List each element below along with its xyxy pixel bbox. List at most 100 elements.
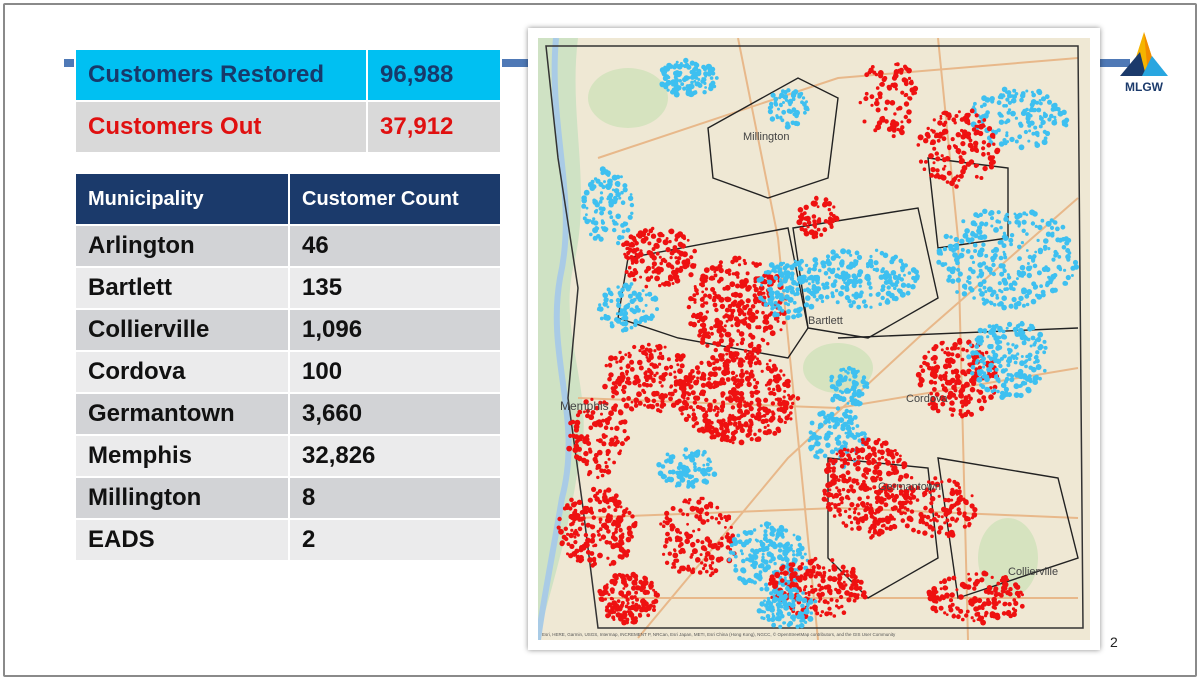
outage-dot-out: [810, 200, 817, 207]
outage-dot-out: [603, 586, 607, 590]
outage-dot-out: [685, 566, 692, 572]
outage-dot-restored: [764, 586, 770, 592]
outage-dot-out: [939, 114, 943, 118]
outage-dot-out: [713, 542, 718, 548]
outage-dot-out: [762, 413, 767, 418]
outage-dot-restored: [678, 79, 682, 83]
outage-dot-out: [928, 153, 934, 159]
outage-dot-out: [730, 324, 734, 328]
outage-dot-out: [712, 385, 716, 389]
outage-dot-out: [709, 405, 713, 409]
outage-dot-out: [635, 253, 641, 259]
outage-dot-out: [618, 527, 623, 532]
outage-dot-restored: [781, 89, 785, 94]
outage-dot-restored: [773, 100, 778, 105]
outage-dot-out: [718, 260, 723, 265]
map-label-bartlett: Bartlett: [808, 315, 843, 327]
outage-dot-restored: [1014, 92, 1019, 96]
customer-count: 32,826: [288, 434, 502, 478]
outage-dot-out: [973, 598, 979, 604]
outage-dot-out: [678, 531, 682, 535]
outage-dot-out: [772, 391, 777, 397]
outage-dot-out: [607, 602, 613, 608]
outage-dot-restored: [1002, 334, 1008, 340]
outage-dot-restored: [995, 219, 1000, 224]
outage-dot-out: [893, 449, 897, 452]
outage-dot-out: [568, 420, 573, 426]
outage-dot-out: [737, 292, 743, 299]
outage-dot-restored: [1065, 274, 1071, 281]
outage-map[interactable]: Millington Memphis Bartlett Cordova Germ…: [528, 28, 1100, 650]
outage-dot-restored: [1002, 280, 1009, 286]
outage-dot-out: [927, 402, 931, 406]
outage-dot-out: [872, 485, 877, 490]
outage-dot-out: [714, 517, 719, 521]
outage-dot-out: [839, 464, 845, 469]
outage-dot-out: [885, 518, 891, 525]
outage-dot-restored: [606, 305, 610, 309]
outage-dot-restored: [1030, 90, 1034, 94]
outage-dot-out: [719, 377, 725, 383]
outage-dot-out: [930, 404, 937, 411]
outage-dot-out: [613, 355, 618, 361]
outage-dot-out: [866, 495, 870, 500]
outage-dot-out: [917, 134, 924, 141]
outage-dot-restored: [759, 587, 764, 592]
outage-dot-out: [589, 551, 595, 556]
outage-dot-out: [597, 552, 603, 559]
outage-dot-out: [818, 588, 822, 592]
outage-dot-out: [889, 513, 893, 517]
outage-dot-restored: [1001, 304, 1007, 311]
outage-dot-out: [716, 410, 720, 414]
outage-dot-out: [820, 610, 825, 614]
outage-dot-restored: [984, 253, 989, 258]
outage-dot-restored: [772, 543, 778, 550]
outage-dot-restored: [616, 285, 620, 289]
outage-dot-out: [956, 614, 961, 620]
outage-dot-out: [883, 487, 889, 492]
outage-dot-restored: [703, 81, 707, 85]
outage-dot-out: [660, 402, 664, 406]
outage-dot-out: [824, 498, 829, 502]
outage-dot-out: [737, 255, 742, 261]
outage-dot-restored: [897, 288, 903, 294]
outage-dot-out: [573, 540, 578, 545]
outage-dot-out: [667, 391, 672, 396]
outage-dot-out: [810, 585, 813, 588]
outage-dot-restored: [615, 213, 621, 220]
outage-dot-out: [904, 92, 909, 97]
outage-dot-restored: [694, 62, 700, 68]
outage-dot-out: [704, 511, 710, 517]
outage-dot-restored: [982, 285, 987, 290]
outage-dot-restored: [621, 316, 626, 321]
outage-dot-out: [564, 504, 570, 510]
outage-dot-out: [606, 513, 611, 517]
outage-dot-out: [667, 551, 672, 556]
outage-dot-restored: [843, 415, 847, 419]
outage-dot-out: [747, 428, 753, 434]
outage-dot-restored: [1042, 339, 1047, 344]
outage-dot-out: [605, 500, 610, 505]
outage-dot-out: [939, 587, 943, 591]
outage-dot-out: [986, 142, 992, 148]
outage-dot-out: [685, 513, 690, 517]
outage-dot-restored: [1032, 379, 1038, 386]
outage-dot-restored: [1042, 244, 1048, 250]
outage-dot-restored: [990, 224, 994, 228]
outage-dot-restored: [782, 543, 788, 550]
outage-dot-out: [937, 494, 941, 498]
outage-dot-out: [954, 396, 958, 401]
outage-dot-restored: [691, 73, 697, 79]
outage-dot-out: [947, 523, 952, 528]
outage-dot-out: [936, 138, 941, 143]
customer-count: 100: [288, 350, 502, 394]
outage-dot-out: [938, 374, 943, 378]
outage-dot-out: [826, 501, 832, 508]
outage-dot-restored: [948, 246, 953, 252]
outage-dot-out: [943, 164, 947, 168]
outage-dot-out: [622, 587, 626, 590]
outage-dot-out: [735, 399, 739, 403]
outage-dot-out: [849, 484, 854, 489]
outage-dot-restored: [607, 181, 613, 188]
outage-dot-out: [768, 391, 773, 396]
